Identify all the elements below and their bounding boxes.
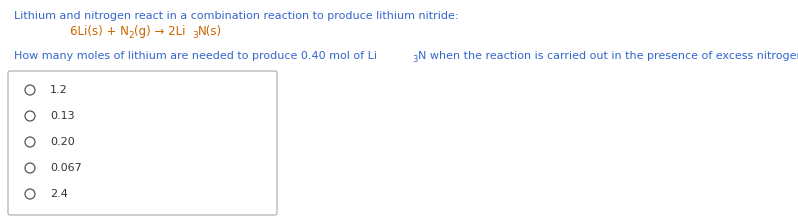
Text: How many moles of lithium are needed to produce 0.40 mol of Li: How many moles of lithium are needed to … — [14, 51, 377, 61]
Text: N when the reaction is carried out in the presence of excess nitrogen?: N when the reaction is carried out in th… — [418, 51, 798, 61]
Text: 6Li(s) + N: 6Li(s) + N — [70, 25, 128, 38]
Text: 0.067: 0.067 — [50, 163, 81, 173]
Text: 3: 3 — [192, 31, 198, 40]
Text: N(s): N(s) — [198, 25, 222, 38]
Text: 2: 2 — [128, 31, 133, 40]
Text: (g) → 2Li: (g) → 2Li — [134, 25, 185, 38]
Text: 0.13: 0.13 — [50, 111, 75, 121]
Text: 1.2: 1.2 — [50, 85, 68, 95]
Text: 0.20: 0.20 — [50, 137, 75, 147]
FancyBboxPatch shape — [8, 71, 277, 215]
Text: 2.4: 2.4 — [50, 189, 68, 199]
Text: Lithium and nitrogen react in a combination reaction to produce lithium nitride:: Lithium and nitrogen react in a combinat… — [14, 11, 459, 21]
Text: 3: 3 — [412, 55, 417, 64]
